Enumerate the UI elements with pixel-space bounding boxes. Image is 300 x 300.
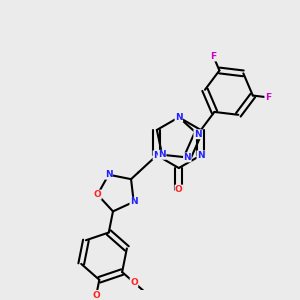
Text: O: O	[94, 190, 101, 199]
Text: F: F	[210, 52, 217, 61]
Text: N: N	[197, 151, 205, 160]
Text: O: O	[130, 278, 138, 287]
Text: O: O	[92, 291, 100, 300]
Text: O: O	[175, 185, 183, 194]
Text: N: N	[184, 153, 191, 162]
Text: N: N	[175, 113, 183, 122]
Text: N: N	[158, 150, 166, 159]
Text: N: N	[105, 170, 112, 179]
Text: N: N	[153, 151, 161, 160]
Text: F: F	[265, 93, 271, 102]
Text: N: N	[194, 130, 202, 139]
Text: N: N	[130, 197, 137, 206]
